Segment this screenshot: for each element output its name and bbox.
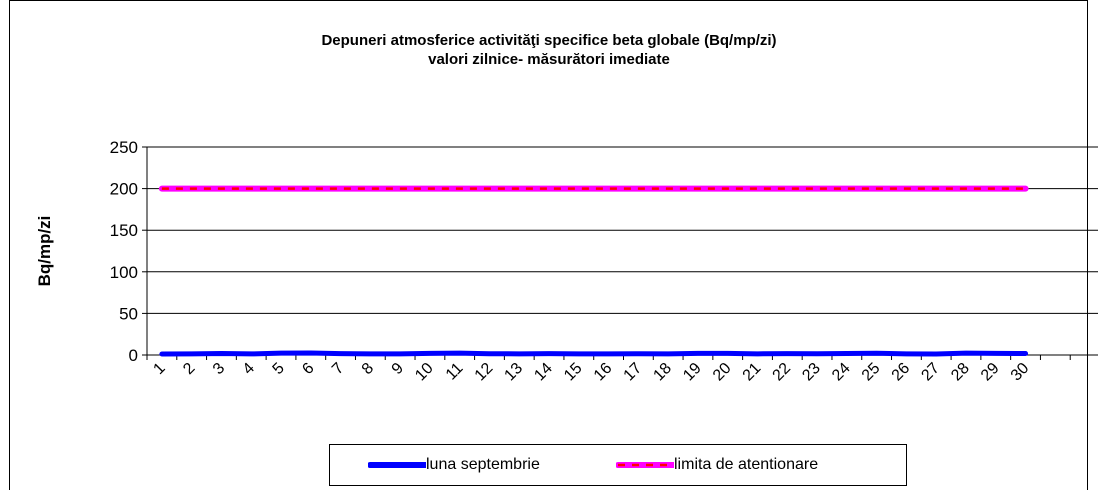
- y-axis-label: Bq/mp/zi: [35, 216, 54, 287]
- chart-title: Depuneri atmosferice activităţi specific…: [321, 32, 777, 49]
- x-tick-label: 23: [799, 360, 824, 385]
- legend: luna septembrie limita de atentionare: [329, 444, 907, 486]
- x-tick-label: 4: [240, 360, 258, 378]
- x-tick-label: 29: [978, 360, 1003, 385]
- x-tick-label: 20: [710, 360, 735, 385]
- x-tick-label: 26: [889, 360, 914, 385]
- x-tick-label: 3: [210, 360, 228, 378]
- x-tick-label: 17: [621, 360, 646, 385]
- x-tick-label: 16: [591, 360, 616, 385]
- x-tick-label: 6: [299, 360, 317, 378]
- legend-item-series-1: luna septembrie: [368, 455, 540, 475]
- x-tick-label: 9: [389, 360, 407, 378]
- x-tick-label: 30: [1008, 360, 1033, 385]
- x-tick-label: 8: [359, 360, 377, 378]
- x-tick-label: 28: [948, 360, 973, 385]
- y-tick-label: 250: [110, 138, 138, 157]
- x-tick-label: 27: [918, 360, 943, 385]
- x-tick-label: 7: [329, 360, 347, 378]
- x-tick-label: 19: [680, 360, 705, 385]
- x-tick-label: 25: [859, 360, 884, 385]
- x-tick-label: 22: [770, 360, 795, 385]
- y-tick-label: 50: [119, 304, 138, 323]
- y-tick-label: 0: [129, 346, 138, 365]
- x-tick-label: 2: [180, 360, 198, 378]
- x-tick-label: 12: [472, 360, 497, 385]
- x-tick-label: 15: [561, 360, 586, 385]
- y-tick-label: 200: [110, 180, 138, 199]
- x-tick-label: 21: [740, 360, 765, 385]
- x-tick-label: 1: [150, 360, 168, 378]
- legend-swatch-blue: [368, 455, 426, 475]
- x-tick-label: 13: [501, 360, 526, 385]
- x-tick-label: 24: [829, 360, 854, 385]
- x-tick-label: 10: [412, 360, 437, 385]
- x-tick-label: 14: [531, 360, 556, 385]
- x-tick-label: 18: [650, 360, 675, 385]
- series-line-septembrie: [159, 350, 1029, 357]
- legend-label-series-1: luna septembrie: [426, 456, 540, 473]
- legend-swatch-magenta: [616, 455, 674, 475]
- y-tick-label: 100: [110, 263, 138, 282]
- y-tick-label: 150: [110, 221, 138, 240]
- x-tick-label: 5: [270, 360, 288, 378]
- chart-frame: [9, 0, 1088, 490]
- x-tick-label: 11: [443, 360, 467, 384]
- legend-label-series-2: limita de atentionare: [674, 456, 819, 473]
- chart-subtitle: valori zilnice- măsurători imediate: [428, 51, 670, 68]
- legend-item-series-2: limita de atentionare: [616, 455, 818, 475]
